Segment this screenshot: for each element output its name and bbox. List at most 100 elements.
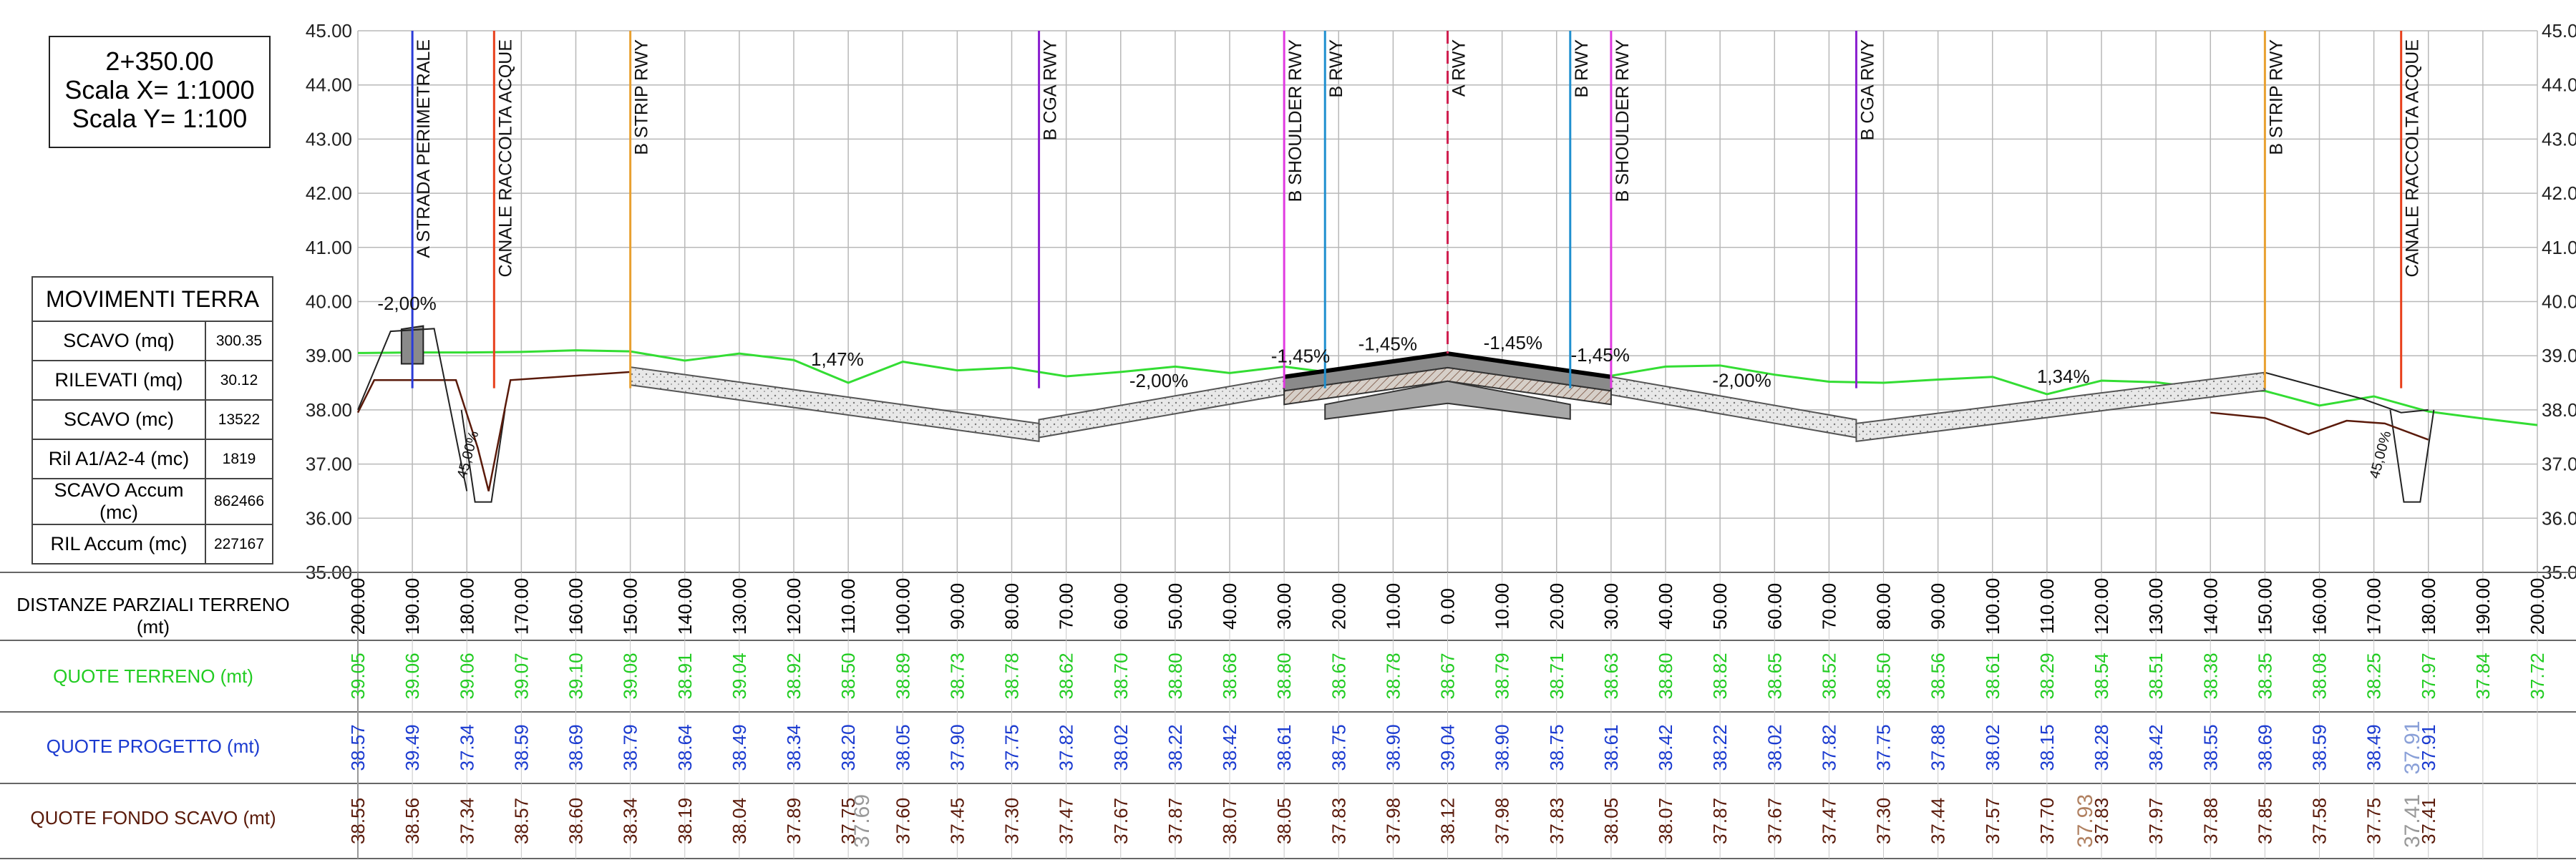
movimenti-terra-title: MOVIMENTI TERRA bbox=[31, 276, 273, 322]
row-value: 862466 bbox=[205, 478, 273, 525]
table-cell-value: 37.60 bbox=[892, 798, 913, 844]
row-value: 1819 bbox=[205, 439, 273, 479]
table-cell-value: 140.00 bbox=[2200, 578, 2221, 635]
table-cell-value: 50.00 bbox=[1165, 583, 1186, 630]
elevation-tick-label: 41.0 bbox=[2542, 237, 2576, 258]
table-cell-value: 38.82 bbox=[1709, 653, 1731, 699]
table-cell-value: 38.38 bbox=[2200, 653, 2221, 699]
elevation-tick-label: 45.00 bbox=[306, 20, 352, 41]
table-cell-value: 38.22 bbox=[1165, 724, 1186, 771]
elevation-tick-label: 38.00 bbox=[306, 399, 352, 421]
table-cell-value: 38.78 bbox=[1001, 653, 1023, 699]
table-cell-value: 38.34 bbox=[783, 724, 805, 771]
table-cell-value: 40.00 bbox=[1219, 583, 1240, 630]
table-cell-value: 39.06 bbox=[402, 653, 423, 699]
table-cell-value: 39.08 bbox=[620, 653, 641, 699]
table-cell-value: 100.00 bbox=[1982, 578, 2003, 635]
table-row: SCAVO (mq) 300.35 bbox=[31, 321, 273, 361]
table-cell-value: 38.54 bbox=[2091, 653, 2112, 699]
table-cell-value: 38.67 bbox=[1437, 653, 1459, 699]
elevation-tick-label: 40.00 bbox=[306, 291, 352, 313]
table-cell-value: 40.00 bbox=[1655, 583, 1676, 630]
table-cell-value: 0.00 bbox=[1437, 588, 1459, 625]
table-cell-value: 38.08 bbox=[2309, 653, 2330, 699]
table-extra-value: 37.91 bbox=[2401, 720, 2424, 774]
row-label-quote-fondo: QUOTE FONDO SCAVO (mt) bbox=[30, 807, 276, 829]
elevation-tick-label: 43.00 bbox=[306, 128, 352, 150]
slope-labels: -2,00% 1,47% -2,00% -1,45% -1,45% -1,45% -1,45… bbox=[377, 293, 2394, 480]
elevation-tick-label: 44.00 bbox=[306, 74, 352, 96]
table-cell-value: 38.35 bbox=[2254, 653, 2275, 699]
table-cell-value: 190.00 bbox=[402, 578, 423, 635]
table-cell-value: 38.61 bbox=[1982, 653, 2003, 699]
table-cell-value: 38.05 bbox=[1273, 798, 1295, 844]
table-cell-value: 37.58 bbox=[2309, 798, 2330, 844]
table-cell-value: 37.89 bbox=[783, 798, 805, 844]
table-cell-value: 37.82 bbox=[1818, 724, 1839, 771]
row-label: RILEVATI (mq) bbox=[31, 360, 206, 401]
table-cell-value: 39.04 bbox=[729, 653, 750, 699]
table-cell-value: 38.60 bbox=[565, 798, 587, 844]
table-cell-value: 38.20 bbox=[837, 724, 859, 771]
table-row: Ril A1/A2-4 (mc) 1819 bbox=[31, 439, 273, 479]
marker-label: B SHOULDER RWY bbox=[1613, 39, 1633, 202]
table-cell-value: 170.00 bbox=[510, 578, 532, 635]
table-cell-value: 38.02 bbox=[1982, 724, 2003, 771]
table-cell-value: 38.51 bbox=[2145, 653, 2167, 699]
marker-label: B RWY bbox=[1572, 39, 1592, 98]
table-cell-value: 37.82 bbox=[1056, 724, 1077, 771]
table-cell-value: 38.07 bbox=[1655, 798, 1676, 844]
table-cell-value: 130.00 bbox=[729, 578, 750, 635]
table-cell-value: 38.89 bbox=[892, 653, 913, 699]
slope-label: -1,45% bbox=[1271, 345, 1330, 366]
row-label-distanze: DISTANZE PARZIALI TERRENO (mt) bbox=[16, 594, 290, 637]
profile-table: 200.00 190.00 180.00 170.00 160.00 150.00 140.… bbox=[0, 572, 2576, 859]
station-label: 2+350.00 bbox=[105, 47, 214, 76]
elevation-tick-label: 36.00 bbox=[306, 507, 352, 529]
table-cell-value: 38.07 bbox=[1219, 798, 1240, 844]
marker-label: B STRIP RWY bbox=[632, 39, 652, 155]
table-cell-value: 37.85 bbox=[2254, 798, 2275, 844]
table-cell-value: 60.00 bbox=[1110, 583, 1132, 630]
table-cell-value: 38.59 bbox=[2309, 724, 2330, 771]
table-cell-value: 180.00 bbox=[2418, 578, 2439, 635]
table-cell-value: 100.00 bbox=[892, 578, 913, 635]
table-cell-value: 37.30 bbox=[1001, 798, 1023, 844]
marker-label: CANALE RACCOLTA ACQUE bbox=[495, 39, 515, 278]
table-cell-value: 38.80 bbox=[1655, 653, 1676, 699]
table-cell-value: 38.62 bbox=[1056, 653, 1077, 699]
table-cell-value: 38.56 bbox=[1928, 653, 1949, 699]
table-cell-value: 37.45 bbox=[946, 798, 968, 844]
table-cell-value: 38.42 bbox=[1655, 724, 1676, 771]
table-cell-value: 38.91 bbox=[674, 653, 696, 699]
movimenti-terra-table: MOVIMENTI TERRA SCAVO (mq) 300.35 RILEVAT… bbox=[31, 276, 273, 565]
row-label: SCAVO (mc) bbox=[31, 399, 206, 440]
row-value: 13522 bbox=[205, 399, 273, 440]
table-cell-value: 38.25 bbox=[2363, 653, 2385, 699]
row-label-quote-terreno: QUOTE TERRENO (mt) bbox=[53, 665, 253, 687]
table-extra-value: 37.69 bbox=[850, 794, 874, 848]
table-cell-value: 37.87 bbox=[1709, 798, 1731, 844]
table-cell-value: 37.70 bbox=[2036, 798, 2058, 844]
table-cell-value: 38.56 bbox=[402, 798, 423, 844]
row-label: SCAVO (mq) bbox=[31, 321, 206, 361]
table-cell-value: 37.75 bbox=[837, 798, 859, 844]
pavement-subbase bbox=[1324, 380, 1571, 420]
table-cell-value: 39.49 bbox=[402, 724, 423, 771]
table-cell-value: 37.72 bbox=[2527, 653, 2548, 699]
slope-label: -2,00% bbox=[1129, 370, 1188, 391]
table-cell-value: 38.12 bbox=[1437, 798, 1459, 844]
elevation-tick-label: 40.0 bbox=[2542, 291, 2576, 313]
table-cell-value: 37.75 bbox=[2363, 798, 2385, 844]
table-cell-value: 150.00 bbox=[620, 578, 641, 635]
table-cell-value: 160.00 bbox=[565, 578, 587, 635]
table-cell-value: 37.88 bbox=[2200, 798, 2221, 844]
drain-ditch-right bbox=[2389, 409, 2435, 503]
table-extra-value: 37.93 bbox=[2074, 794, 2097, 848]
scale-y-label: Scala Y= 1:100 bbox=[72, 104, 248, 133]
table-cell-value: 160.00 bbox=[2309, 578, 2330, 635]
table-cell-value: 37.84 bbox=[2472, 653, 2494, 699]
scale-x-label: Scala X= 1:1000 bbox=[64, 75, 255, 104]
table-cell-value: 38.70 bbox=[1110, 653, 1132, 699]
table-cell-value: 30.00 bbox=[1273, 583, 1295, 630]
